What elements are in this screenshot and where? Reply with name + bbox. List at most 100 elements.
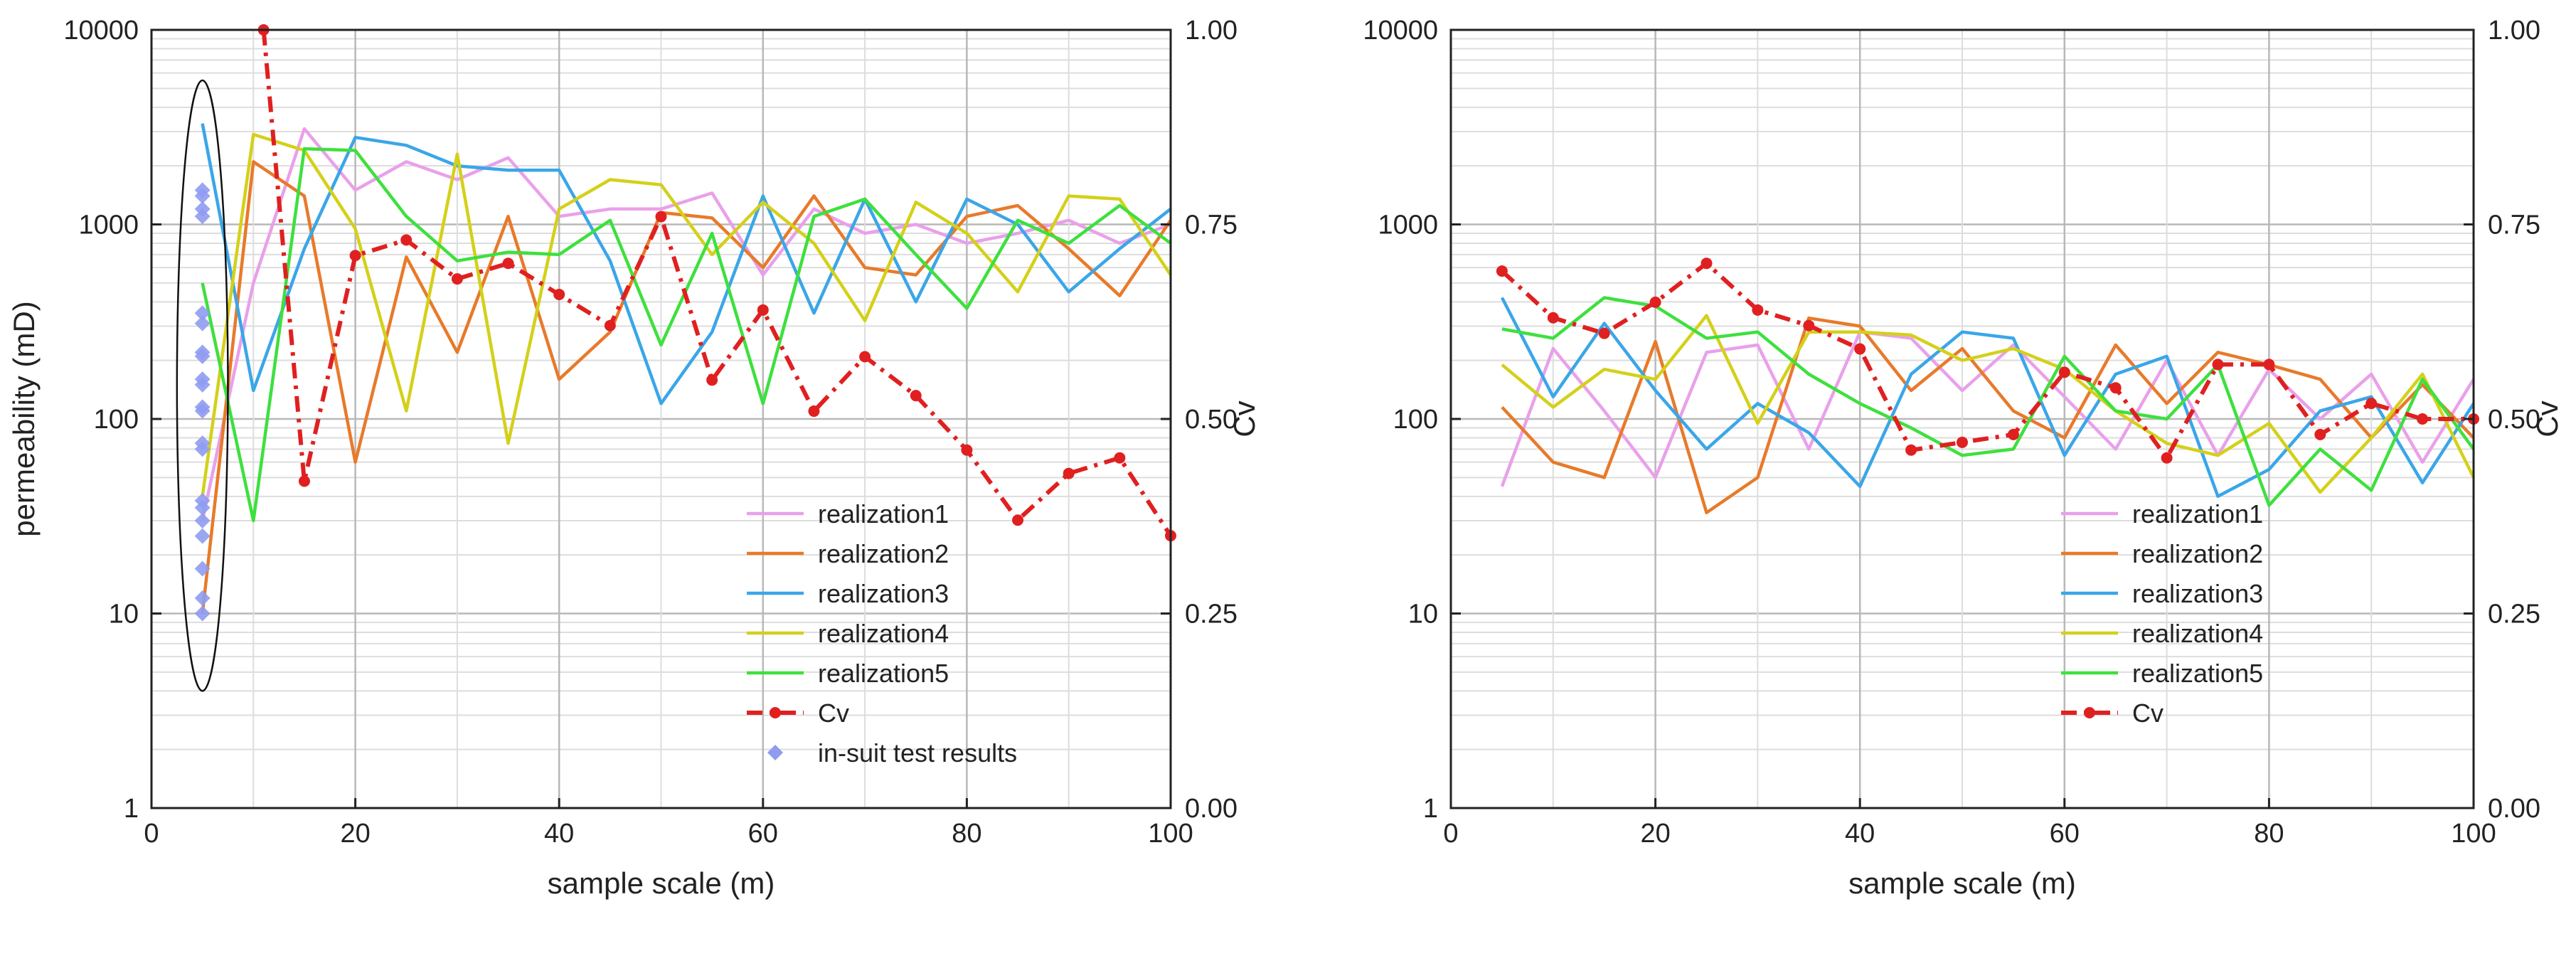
legend-label: realization1	[2132, 499, 2263, 529]
x-tick-label: 0	[144, 819, 159, 849]
x-tick-label: 20	[1640, 819, 1670, 849]
y2-tick-label: 1.00	[2488, 16, 2540, 46]
legend-label: realization3	[2132, 579, 2263, 608]
x-tick-label: 80	[952, 819, 981, 849]
in-suit-test-point	[194, 399, 211, 415]
x-tick-label: 100	[2451, 819, 2496, 849]
cv-marker	[910, 390, 922, 402]
in-suit-test-point	[194, 561, 211, 577]
x-tick-label: 20	[340, 819, 370, 849]
series-line-realization3	[201, 123, 1172, 405]
series-line-realization3	[1500, 297, 2475, 499]
legend-label: realization2	[818, 539, 949, 568]
y2-tick-label: 0.25	[1185, 600, 1238, 630]
x-tick-label: 100	[1148, 819, 1193, 849]
in-suit-test-point	[194, 590, 211, 606]
y2-tick-label: 0.00	[2488, 794, 2540, 824]
y-tick-label: 1	[1423, 794, 1438, 824]
in-suit-test-point	[194, 435, 211, 452]
cv-marker	[706, 374, 718, 386]
legend-label: Cv	[2132, 699, 2163, 728]
cv-marker	[1496, 265, 1508, 277]
cv-marker	[1854, 343, 1866, 355]
y2-tick-label: 0.50	[2488, 405, 2540, 435]
data-ellipse	[176, 79, 229, 692]
y2-tick-label: 0.75	[2488, 211, 2540, 240]
cv-marker	[451, 273, 463, 285]
y-tick-label: 10000	[1363, 16, 1438, 46]
series-line-realization4	[201, 132, 1172, 497]
y2-tick-label: 0.25	[2488, 600, 2540, 630]
cv-marker	[2161, 452, 2173, 464]
legend-label: realization5	[2132, 659, 2263, 688]
in-suit-test-point	[194, 315, 211, 331]
cv-marker	[1012, 514, 1024, 526]
cv-marker	[1803, 319, 1815, 331]
x-axis-label: sample scale (m)	[548, 866, 775, 900]
cv-marker	[1701, 257, 1713, 270]
in-suit-test-point	[194, 305, 211, 322]
legend-label: realization4	[2132, 619, 2263, 648]
x-tick-label: 60	[748, 819, 778, 849]
chart-panel-2: 0 20 40 60 80 100 1 10 100 1000 10000 0.00 0.25 0.50 0…	[1363, 16, 2564, 900]
cv-marker	[757, 304, 769, 316]
y-tick-label: 10	[1408, 600, 1438, 630]
legend-label: realization4	[818, 619, 949, 648]
cv-marker	[2058, 366, 2070, 378]
y2-tick-label: 1.00	[1185, 16, 1238, 46]
x-tick-label: 40	[1845, 819, 1875, 849]
cv-marker	[2263, 358, 2275, 371]
legend-cv-marker	[770, 707, 781, 718]
cv-marker	[655, 211, 667, 223]
y-tick-label: 100	[94, 405, 139, 435]
cv-marker	[2212, 358, 2224, 371]
legend: realization1 realization2 realization3 real…	[2061, 499, 2263, 728]
cv-marker	[298, 475, 310, 487]
y2-tick-label: 0.50	[1185, 405, 1238, 435]
cv-marker	[2007, 428, 2019, 440]
chart-panel-1: 0 20 40 60 80 100 1 10 100 1000 10000 0.00 0.25 0.50 0…	[7, 16, 1261, 900]
in-suit-test-point	[194, 513, 211, 529]
legend-swatch-in-suit	[767, 745, 783, 760]
cv-marker	[1752, 304, 1764, 316]
legend-label: in-suit test results	[818, 738, 1017, 768]
cv-marker	[1649, 296, 1661, 308]
y-tick-label: 10000	[63, 16, 139, 46]
cv-marker	[2365, 398, 2378, 410]
cv-marker	[1598, 327, 1610, 339]
cv-marker	[1547, 312, 1559, 324]
in-suit-test-point	[194, 201, 211, 217]
in-suit-test-point	[194, 344, 211, 361]
y2-axis-label: Cv	[1228, 400, 1261, 437]
y2-tick-label: 0.00	[1185, 794, 1238, 824]
x-tick-label: 60	[2050, 819, 2080, 849]
in-suit-test-point	[194, 492, 211, 509]
y-axis-label: permeability (mD)	[7, 301, 41, 536]
legend-cv-marker	[2084, 707, 2095, 718]
cv-marker	[400, 234, 413, 246]
y2-tick-label: 0.75	[1185, 211, 1238, 240]
in-suit-test-point	[194, 182, 211, 198]
cv-marker	[1957, 436, 1968, 448]
series-line-realization4	[1501, 314, 2476, 494]
legend: realization1 realization2 realization3 real…	[747, 499, 1017, 768]
in-suit-test-point	[194, 605, 211, 622]
cv-marker	[604, 319, 616, 331]
series-line-realization2	[201, 160, 1172, 614]
y2-axis-label: Cv	[2530, 400, 2564, 437]
cv-marker	[553, 288, 565, 300]
series-line-realization1	[1500, 330, 2475, 487]
x-tick-label: 40	[544, 819, 574, 849]
legend-label: Cv	[818, 699, 849, 728]
legend-label: realization3	[818, 579, 949, 608]
legend-label: realization2	[2132, 539, 2263, 568]
series-line-realization5	[1501, 296, 2475, 507]
x-axis-label: sample scale (m)	[1848, 866, 2076, 900]
in-suit-test-point	[194, 528, 211, 544]
cv-marker	[859, 351, 871, 363]
cv-marker	[2314, 428, 2326, 440]
x-tick-label: 0	[1443, 819, 1458, 849]
y-tick-label: 10	[109, 600, 139, 630]
